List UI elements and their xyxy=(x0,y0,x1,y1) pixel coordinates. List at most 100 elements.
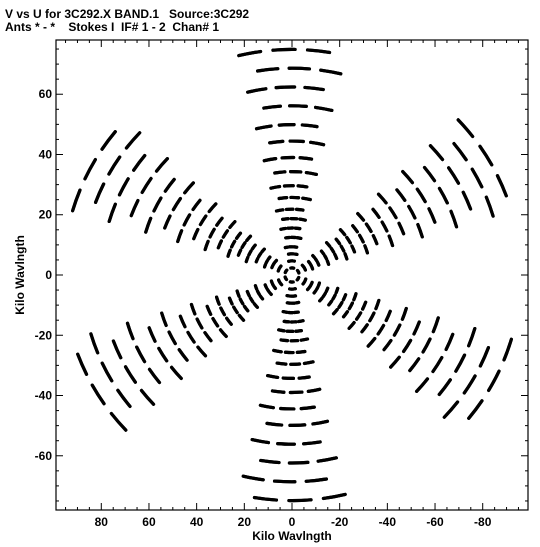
uv-track-segment-conjugate xyxy=(387,234,395,248)
uv-track-segment-conjugate xyxy=(467,399,484,420)
uv-track-segment-conjugate xyxy=(431,356,444,374)
uv-track-segment xyxy=(147,326,157,343)
uv-tracks xyxy=(71,47,513,503)
uv-track-segment xyxy=(221,229,229,239)
uv-track-segment xyxy=(144,216,153,234)
uv-track-segment-conjugate xyxy=(279,226,288,231)
uv-track-segment-conjugate xyxy=(502,337,513,362)
uv-track-segment xyxy=(71,188,82,213)
uv-track-segment-conjugate xyxy=(416,222,424,239)
uv-track-segment xyxy=(111,339,123,360)
uv-track-segment-conjugate xyxy=(287,66,312,71)
uv-track-segment-conjugate xyxy=(316,281,322,288)
uv-track-segment xyxy=(250,437,271,445)
uv-track-segment-conjugate xyxy=(314,285,320,292)
uv-track-segment xyxy=(316,456,338,463)
uv-track-segment xyxy=(76,352,89,376)
uv-track-segment-conjugate xyxy=(412,320,421,336)
uv-track-segment xyxy=(205,304,213,316)
uv-track-segment xyxy=(248,296,255,304)
uv-track-segment-conjugate xyxy=(437,378,452,397)
uv-track-segment-conjugate xyxy=(401,169,414,185)
uv-track-segment-conjugate xyxy=(281,217,290,221)
uv-track-segment xyxy=(207,202,218,214)
uv-track-segment xyxy=(302,440,322,446)
uv-track-segment xyxy=(100,361,114,383)
uv-track-segment-conjugate xyxy=(368,311,376,323)
uv-track-segment-conjugate xyxy=(462,374,477,395)
uv-track-segment-conjugate xyxy=(283,245,290,250)
uv-track-segment-conjugate xyxy=(274,85,297,90)
uv-track-segment-conjugate xyxy=(325,259,331,266)
uv-track-segment xyxy=(267,290,273,296)
uv-track-segment xyxy=(186,330,196,344)
uv-track-segment xyxy=(176,229,184,244)
uv-track-segment xyxy=(123,365,137,384)
uv-track-segment xyxy=(171,197,182,212)
uv-track-segment xyxy=(140,176,153,194)
uv-track-segment-conjugate xyxy=(452,142,468,162)
uv-track-segment xyxy=(230,239,237,249)
uv-track-segment-conjugate xyxy=(331,293,337,301)
uv-track-segment xyxy=(216,239,223,250)
uv-track-segment xyxy=(288,423,307,427)
uv-track-segment xyxy=(211,317,220,328)
uv-track-segment-conjugate xyxy=(316,260,321,267)
uv-track-segment xyxy=(234,231,243,240)
uv-track-segment-conjugate xyxy=(262,157,278,163)
uv-track-segment xyxy=(232,305,239,315)
uv-track-segment xyxy=(279,338,290,343)
uv-track-segment xyxy=(129,198,140,218)
uv-track-segment xyxy=(260,247,266,254)
uv-track-segment-conjugate xyxy=(274,208,285,213)
uv-track-segment-conjugate xyxy=(296,184,309,189)
uv-track-segment-conjugate xyxy=(376,192,388,205)
y-tick-label: -20 xyxy=(35,328,53,342)
uv-track-segment-conjugate xyxy=(495,174,508,198)
uv-track-segment-conjugate xyxy=(331,308,339,316)
uv-track-segment-conjugate xyxy=(323,254,329,261)
uv-track-segment xyxy=(132,153,147,172)
uv-track-segment-conjugate xyxy=(288,104,308,108)
uv-track-segment-conjugate xyxy=(360,323,369,334)
uv-track-segment-conjugate xyxy=(467,326,477,348)
uv-track-segment xyxy=(227,296,234,306)
uv-track-segment-conjugate xyxy=(341,293,348,302)
uv-track-segment-conjugate xyxy=(271,47,297,52)
uv-track-segment xyxy=(236,248,243,257)
uv-track-segment xyxy=(296,319,305,324)
uv-track-segment xyxy=(287,498,313,503)
uv-track-segment-conjugate xyxy=(329,246,336,254)
uv-track-segment xyxy=(90,383,106,406)
uv-track-segment-conjugate xyxy=(351,224,359,234)
uv-track-segment xyxy=(241,474,265,482)
plot-title-line-2: Ants * - * Stokes I IF# 1 - 2 Chan# 1 xyxy=(5,20,220,34)
uv-track-segment-conjugate xyxy=(363,244,370,255)
uv-track-segment-conjugate xyxy=(269,184,282,190)
uv-track-segment-conjugate xyxy=(319,249,326,256)
uv-track-segment-conjugate xyxy=(301,196,312,202)
uv-track-segment xyxy=(270,389,286,394)
uv-track-segment xyxy=(226,248,232,258)
uv-track-segment xyxy=(259,458,281,465)
uv-track-segment-conjugate xyxy=(319,68,343,76)
uv-track-segment xyxy=(254,256,260,264)
uv-track-segment xyxy=(265,287,271,293)
uv-track-segment xyxy=(264,258,270,265)
uv-track-segment-conjugate xyxy=(334,237,342,246)
uv-track-segment xyxy=(83,157,97,181)
uv-track-segment-conjugate xyxy=(382,338,393,352)
uv-track-segment-conjugate xyxy=(304,170,318,177)
uv-track-segment xyxy=(89,332,100,355)
uv-track-segment-conjugate xyxy=(339,244,346,253)
uv-track-segment-conjugate xyxy=(305,48,332,55)
y-tick-label: 20 xyxy=(39,208,53,222)
x-tick-label: -40 xyxy=(379,515,397,529)
uv-track-segment-conjugate xyxy=(431,316,440,334)
uv-track-segment-conjugate xyxy=(456,118,475,139)
uv-track-segment xyxy=(191,198,202,212)
uv-track-segment-conjugate xyxy=(313,257,319,263)
uv-track-segment xyxy=(321,492,347,501)
uv-track-segment xyxy=(245,289,251,298)
uv-track-segment-conjugate xyxy=(355,311,363,321)
